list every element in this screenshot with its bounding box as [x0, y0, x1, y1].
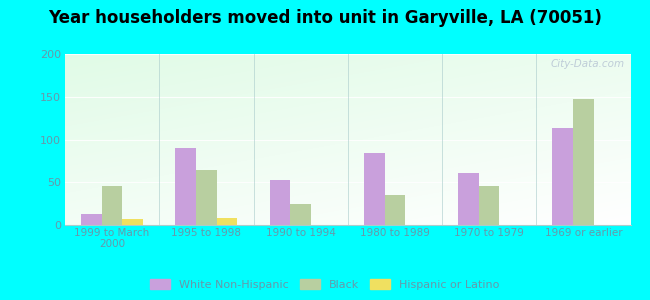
Bar: [196, 170, 216, 225]
Bar: [81, 214, 102, 225]
Bar: [364, 153, 385, 225]
Text: Year householders moved into unit in Garyville, LA (70051): Year householders moved into unit in Gar…: [48, 9, 602, 27]
Bar: [216, 218, 237, 225]
Bar: [122, 219, 143, 225]
Bar: [385, 195, 405, 225]
Bar: [479, 186, 499, 225]
Bar: [552, 128, 573, 225]
Bar: [458, 173, 479, 225]
Bar: [573, 99, 593, 225]
Bar: [270, 180, 291, 225]
Bar: [176, 148, 196, 225]
Text: City-Data.com: City-Data.com: [551, 59, 625, 69]
Legend: White Non-Hispanic, Black, Hispanic or Latino: White Non-Hispanic, Black, Hispanic or L…: [146, 275, 504, 294]
Bar: [102, 186, 122, 225]
Bar: [291, 204, 311, 225]
